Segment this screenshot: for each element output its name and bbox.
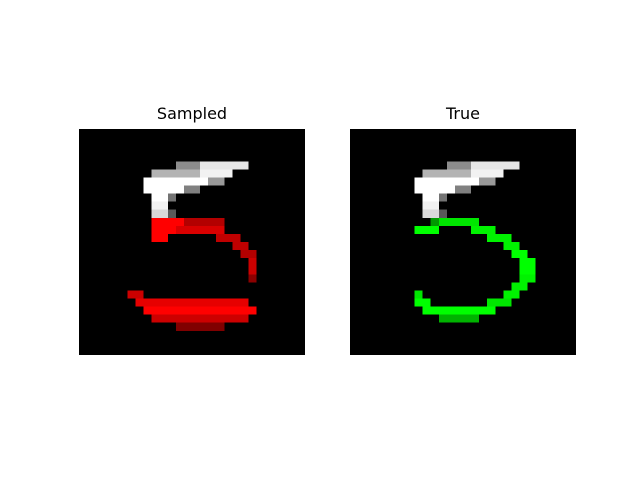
panel-title-true: True bbox=[446, 104, 480, 123]
panel-title-sampled: Sampled bbox=[156, 104, 228, 123]
sampled-digit-image bbox=[79, 129, 305, 355]
true-digit-image bbox=[350, 129, 576, 355]
